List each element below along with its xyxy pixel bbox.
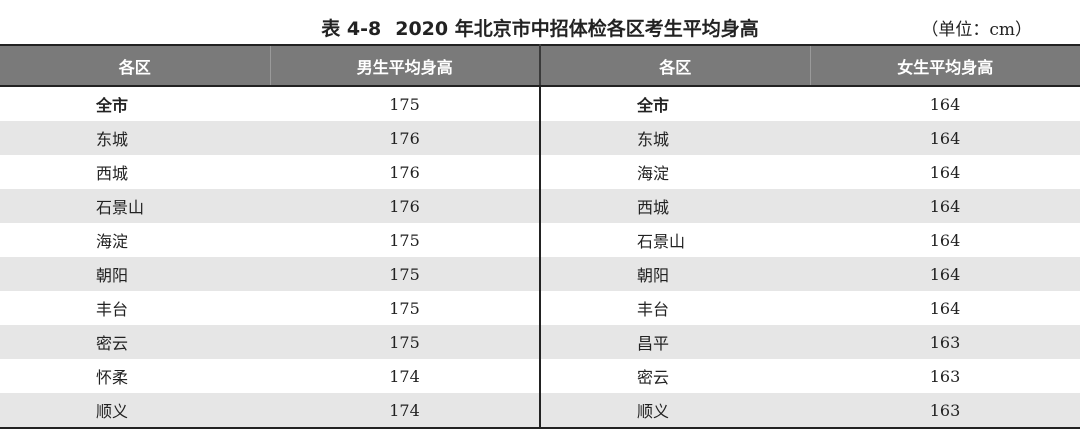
table-row: 石景山 176 西城 164 <box>0 189 1080 223</box>
male-district-cell: 西城 <box>96 164 129 183</box>
table-row: 丰台 175 丰台 164 <box>0 291 1080 325</box>
unit-label: （单位：cm） <box>921 20 1032 40</box>
col-header-male-height: 男生平均身高 <box>270 45 541 87</box>
female-height-cell: 164 <box>810 121 1080 155</box>
female-height-cell: 163 <box>929 366 961 386</box>
male-height-cell: 175 <box>270 223 541 257</box>
table-caption: 表 4-8 2020 年北京市中招体检各区考生平均身高 （单位：cm） <box>0 0 1080 44</box>
female-height-cell: 163 <box>810 393 1080 428</box>
table-title-text: 2020 年北京市中招体检各区考生平均身高 <box>395 18 759 40</box>
table-title: 表 4-8 2020 年北京市中招体检各区考生平均身高 <box>0 14 1080 41</box>
male-height-cell: 175 <box>270 291 541 325</box>
female-district-cell: 海淀 <box>637 164 670 183</box>
col-header-female-district: 各区 <box>540 45 811 87</box>
female-district-cell: 顺义 <box>540 393 810 428</box>
male-district-cell: 海淀 <box>96 232 129 251</box>
table-number: 表 4-8 <box>321 18 382 40</box>
male-district-cell: 丰台 <box>96 300 129 319</box>
male-district-cell: 石景山 <box>0 189 270 223</box>
male-district-cell: 怀柔 <box>96 368 129 387</box>
male-height-cell: 176 <box>270 155 541 189</box>
male-district-cell: 密云 <box>0 325 270 359</box>
male-district-cell: 全市 <box>96 96 129 115</box>
table-row: 东城 176 东城 164 <box>0 121 1080 155</box>
female-height-cell: 164 <box>929 298 961 318</box>
table-row: 顺义 174 顺义 163 <box>0 393 1080 428</box>
male-height-cell: 175 <box>270 86 541 121</box>
female-district-cell: 西城 <box>540 189 810 223</box>
col-header-female-height: 女生平均身高 <box>810 45 1080 87</box>
female-height-cell: 164 <box>810 257 1080 291</box>
male-district-cell: 顺义 <box>0 393 270 428</box>
female-height-cell: 164 <box>929 162 961 182</box>
male-height-cell: 175 <box>270 257 541 291</box>
female-height-cell: 164 <box>929 230 961 250</box>
col-header-male-district: 各区 <box>0 45 271 87</box>
female-district-cell: 昌平 <box>540 325 810 359</box>
table-row: 全市 175 全市 164 <box>0 86 1080 121</box>
table-row: 朝阳 175 朝阳 164 <box>0 257 1080 291</box>
female-district-cell: 朝阳 <box>540 257 810 291</box>
female-height-cell: 163 <box>810 325 1080 359</box>
height-table: 各区 男生平均身高 各区 女生平均身高 全市 175 全市 164 东城 176 东城 164… <box>0 44 1080 429</box>
male-height-cell: 176 <box>270 121 541 155</box>
male-height-cell: 175 <box>270 325 541 359</box>
table-row: 密云 175 昌平 163 <box>0 325 1080 359</box>
female-district-cell: 全市 <box>637 96 670 115</box>
female-district-cell: 石景山 <box>637 232 686 251</box>
female-height-cell: 164 <box>929 94 961 114</box>
male-height-cell: 174 <box>270 393 541 428</box>
male-district-cell: 东城 <box>0 121 270 155</box>
male-district-cell: 朝阳 <box>0 257 270 291</box>
female-district-cell: 丰台 <box>637 300 670 319</box>
female-district-cell: 东城 <box>540 121 810 155</box>
male-height-cell: 174 <box>270 359 541 393</box>
table-row: 海淀 175 石景山 164 <box>0 223 1080 257</box>
table-row: 怀柔 174 密云 163 <box>0 359 1080 393</box>
female-height-cell: 164 <box>810 189 1080 223</box>
header-row: 各区 男生平均身高 各区 女生平均身高 <box>0 45 1080 87</box>
male-height-cell: 176 <box>270 189 541 223</box>
female-district-cell: 密云 <box>637 368 670 387</box>
table-row: 西城 176 海淀 164 <box>0 155 1080 189</box>
